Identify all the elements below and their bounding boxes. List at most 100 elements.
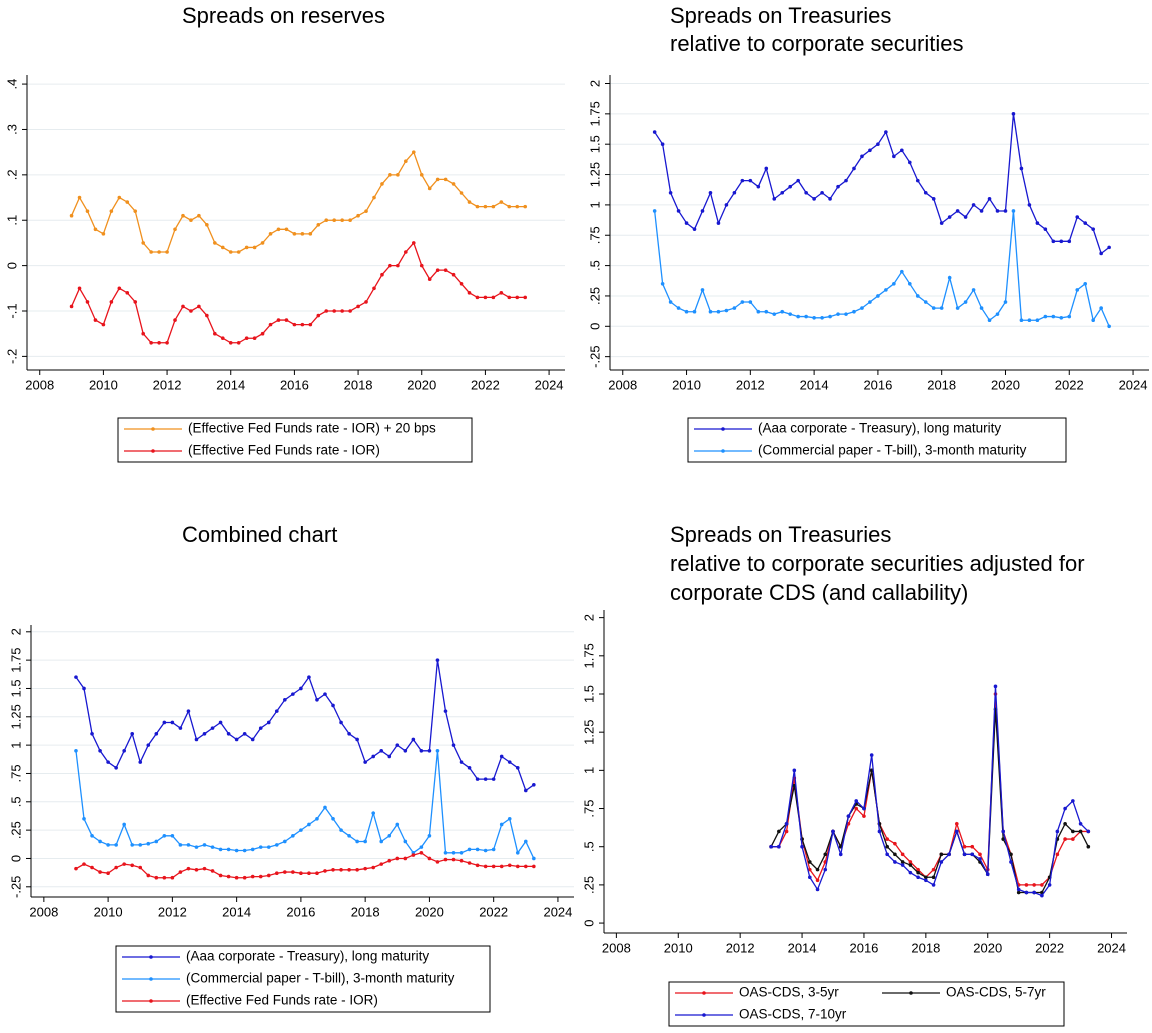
point: [820, 190, 824, 195]
point: [475, 295, 480, 300]
point: [154, 839, 159, 844]
point: [276, 227, 281, 232]
legend-label: (Commercial paper - T-bill), 3-month mat…: [758, 443, 1027, 458]
legend-marker: [149, 977, 153, 981]
point: [796, 178, 800, 183]
point: [380, 182, 384, 186]
point: [796, 314, 800, 319]
point: [331, 817, 335, 821]
x-tick-label: 2020: [991, 377, 1020, 392]
point: [274, 871, 279, 875]
y-tick-label: .5: [587, 260, 602, 271]
point: [491, 864, 496, 869]
point: [788, 184, 792, 189]
point: [915, 178, 920, 183]
x-tick-label: 2014: [800, 377, 829, 392]
y-tick-label: -.25: [587, 345, 602, 367]
point: [323, 869, 327, 873]
x-tick-label: 2016: [863, 377, 892, 392]
point: [800, 844, 804, 849]
point: [885, 844, 889, 849]
point: [226, 874, 231, 879]
point: [93, 318, 98, 322]
point: [1035, 221, 1040, 225]
x-tick-label: 2014: [222, 904, 251, 919]
point: [197, 304, 201, 309]
point: [186, 866, 191, 871]
legend-label: (Aaa corporate - Treasury), long maturit…: [758, 421, 1001, 436]
point: [893, 852, 897, 857]
point: [218, 847, 223, 852]
point: [331, 703, 335, 708]
legend-label: (Commercial paper - T-bill), 3-month mat…: [186, 971, 455, 986]
x-tick-label: 2022: [1035, 940, 1064, 955]
point: [1027, 203, 1032, 207]
point: [379, 749, 384, 753]
point: [404, 250, 408, 254]
point: [396, 173, 400, 177]
y-tick-label: 0: [4, 262, 19, 269]
point: [475, 863, 480, 868]
point: [740, 178, 745, 183]
point: [443, 709, 448, 713]
point: [98, 839, 102, 844]
y-tick-label: .25: [581, 876, 596, 894]
point: [971, 288, 976, 292]
point: [524, 788, 528, 793]
y-tick-label: .3: [4, 124, 19, 135]
point: [260, 331, 265, 336]
point: [181, 304, 185, 309]
point: [307, 871, 311, 875]
point: [900, 269, 904, 274]
chart-title: Spreads on Treasuries: [670, 522, 891, 547]
point: [777, 829, 781, 834]
point: [828, 314, 832, 319]
point: [947, 852, 951, 857]
point: [194, 737, 199, 742]
point: [363, 866, 367, 871]
legend-label: OAS-CDS, 3-5yr: [739, 985, 839, 1000]
point: [236, 250, 241, 254]
point: [780, 309, 785, 314]
point: [884, 288, 888, 292]
y-tick-label: 1.5: [581, 685, 596, 703]
point: [308, 232, 313, 236]
point: [483, 295, 488, 300]
point: [307, 822, 311, 827]
x-tick-label: 2024: [1119, 377, 1148, 392]
legend-marker: [151, 449, 155, 453]
x-tick-label: 2024: [1097, 940, 1126, 955]
point: [692, 309, 697, 314]
point: [499, 822, 504, 827]
point: [252, 245, 257, 250]
legend-label: OAS-CDS, 7-10yr: [739, 1007, 847, 1022]
point: [443, 851, 448, 855]
point: [130, 863, 135, 868]
point: [1059, 239, 1064, 244]
point: [435, 860, 440, 864]
point: [146, 743, 151, 747]
point: [507, 204, 512, 209]
point: [324, 218, 329, 223]
point: [524, 839, 528, 844]
point: [716, 309, 721, 314]
point: [854, 806, 859, 811]
point: [923, 300, 928, 304]
point: [823, 867, 828, 872]
y-tick-label: .75: [581, 799, 596, 817]
legend-box: [687, 417, 1067, 463]
point: [1043, 314, 1048, 319]
point: [884, 130, 888, 134]
point: [355, 868, 359, 872]
point: [916, 870, 920, 875]
point: [228, 340, 233, 345]
point: [700, 209, 705, 213]
point: [812, 315, 816, 320]
point: [515, 295, 520, 300]
point: [443, 177, 448, 182]
point: [133, 300, 138, 304]
series-line: [771, 693, 1089, 886]
point: [459, 281, 464, 286]
point: [788, 312, 792, 316]
point: [411, 150, 416, 154]
